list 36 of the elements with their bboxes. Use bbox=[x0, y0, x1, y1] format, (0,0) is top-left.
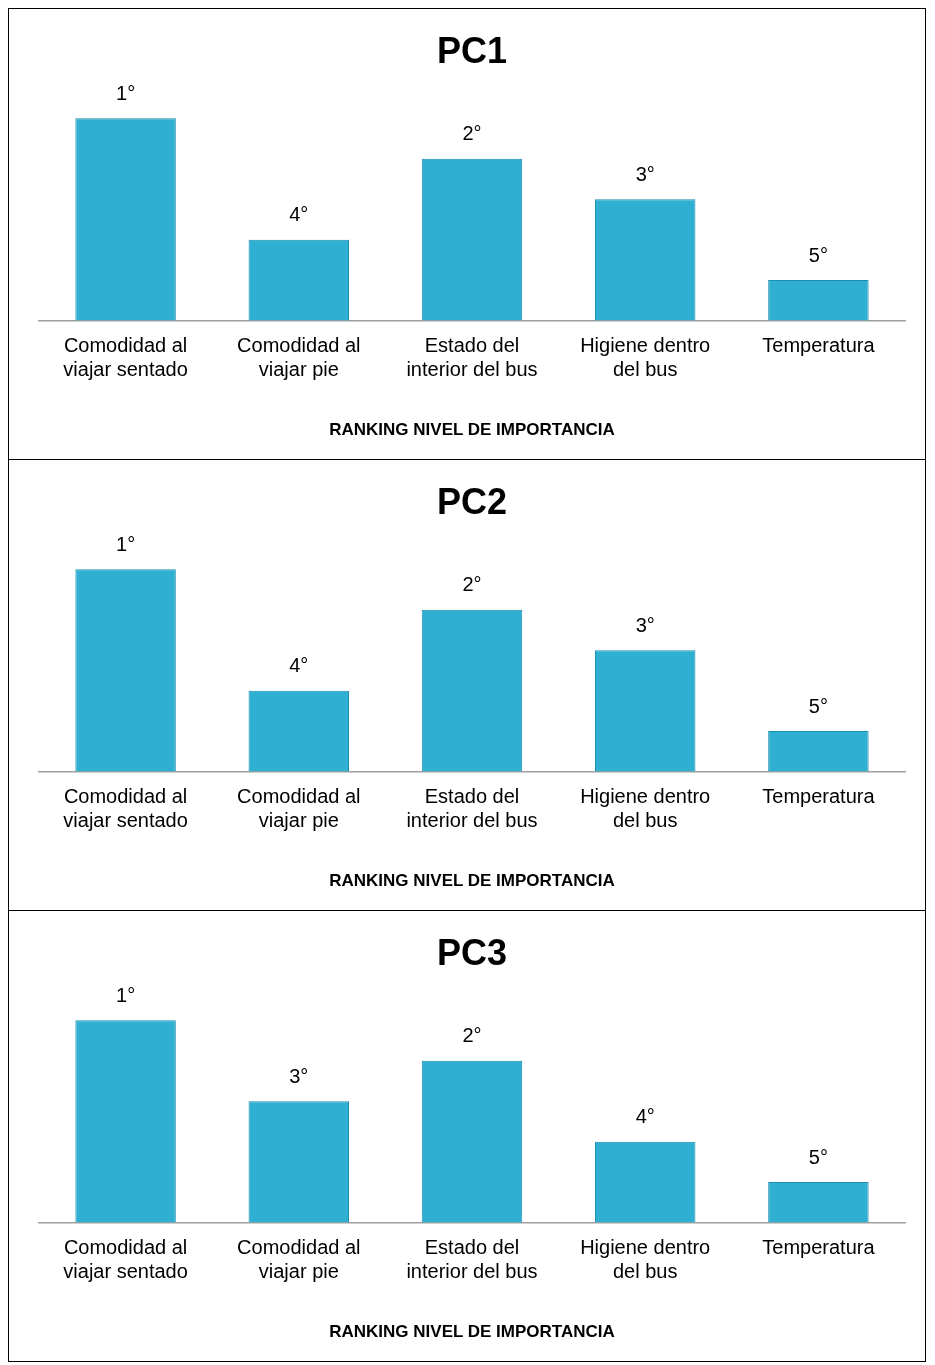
x-axis-title: RANKING NIVEL DE IMPORTANCIA bbox=[329, 1322, 615, 1342]
annotation: 5° bbox=[808, 694, 828, 717]
x-tick-label: Higiene dentro del bus bbox=[580, 1236, 711, 1283]
annotation: 2° bbox=[462, 1024, 482, 1047]
x-tick-label: Higiene dentro del bus bbox=[580, 785, 711, 832]
x-tick-label: Comodidad al viajar pie bbox=[237, 334, 361, 381]
annotation: 5° bbox=[808, 243, 828, 266]
annotation: 1° bbox=[116, 532, 136, 555]
chart-title: PC3 bbox=[436, 931, 508, 973]
x-tick-label: Higiene dentro del bus bbox=[580, 334, 711, 381]
x-axis-title: RANKING NIVEL DE IMPORTANCIA bbox=[329, 871, 615, 891]
x-tick-label: Comodidad al viajar sentado bbox=[63, 1236, 188, 1283]
x-tick-label: Comodidad al viajar pie bbox=[237, 1236, 361, 1283]
chart-title: PC1 bbox=[436, 29, 508, 71]
annotation: 2° bbox=[462, 122, 482, 145]
x-tick-label: Comodidad al viajar pie bbox=[237, 785, 361, 832]
annotation: 4° bbox=[635, 1105, 655, 1128]
x-tick-label: Comodidad al viajar sentado bbox=[63, 334, 188, 381]
x-tick-label: Temperatura bbox=[762, 785, 876, 808]
annotation: 3° bbox=[635, 162, 655, 185]
annotation: 3° bbox=[635, 613, 655, 636]
x-tick-label: Temperatura bbox=[762, 1236, 876, 1259]
chart-title: PC2 bbox=[436, 480, 508, 522]
x-tick-label: Temperatura bbox=[762, 334, 876, 357]
annotation: 2° bbox=[462, 573, 482, 596]
annotation: 1° bbox=[116, 81, 136, 104]
x-axis-title: RANKING NIVEL DE IMPORTANCIA bbox=[329, 420, 615, 440]
annotation: 4° bbox=[289, 203, 309, 226]
annotation: 4° bbox=[289, 654, 309, 677]
annotation: 5° bbox=[808, 1145, 828, 1168]
x-tick-label: Estado del interior del bus bbox=[406, 1236, 538, 1283]
annotation: 1° bbox=[116, 983, 136, 1006]
x-tick-label: Estado del interior del bus bbox=[406, 334, 538, 381]
annotation: 3° bbox=[289, 1064, 309, 1087]
x-tick-label: Comodidad al viajar sentado bbox=[63, 785, 188, 832]
x-tick-label: Estado del interior del bus bbox=[406, 785, 538, 832]
